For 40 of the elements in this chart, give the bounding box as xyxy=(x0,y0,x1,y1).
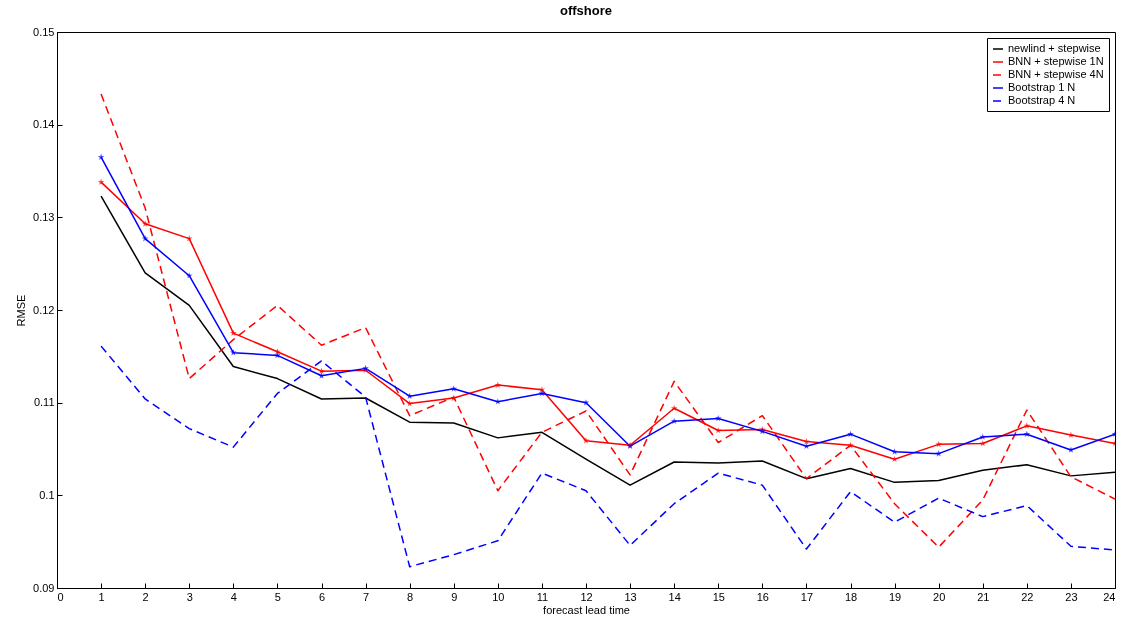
y-axis-title: RMSE xyxy=(15,294,28,327)
x-tick-label: 23 xyxy=(1065,590,1078,603)
x-tick-label: 4 xyxy=(230,590,237,603)
x-tick-label: 9 xyxy=(451,590,458,603)
x-tick-label: 16 xyxy=(756,590,769,603)
x-tick-label: 18 xyxy=(844,590,858,603)
y-tick-label: 0.13 xyxy=(33,210,55,223)
x-tick-label: 3 xyxy=(186,590,193,603)
x-tick-label: 13 xyxy=(624,590,637,603)
y-tick-label: 0.14 xyxy=(33,118,55,131)
x-tick-label: 10 xyxy=(492,590,505,603)
x-tick-label: 0 xyxy=(57,590,64,603)
legend-label: Bootstrap 1 N xyxy=(1008,81,1076,93)
y-tick-label: 0.09 xyxy=(33,581,55,594)
legend-label: BNN + stepwise 4N xyxy=(1008,68,1104,80)
x-tick-label: 24 xyxy=(1103,590,1116,603)
x-tick-label: 7 xyxy=(363,590,370,603)
legend-label: Bootstrap 4 N xyxy=(1008,94,1076,106)
x-tick-label: 12 xyxy=(580,590,593,603)
y-tick-label: 0.12 xyxy=(33,303,55,316)
x-tick-label: 20 xyxy=(933,590,946,603)
x-tick-label: 15 xyxy=(712,590,725,603)
y-tick-label: 0.11 xyxy=(33,396,55,409)
x-tick-label: 6 xyxy=(318,590,326,603)
chart-title: offshore xyxy=(560,3,612,18)
x-tick-label: 14 xyxy=(668,590,681,603)
x-tick-label: 17 xyxy=(800,590,814,603)
x-tick-label: 1 xyxy=(98,590,105,603)
y-tick-label: 0.1 xyxy=(39,488,55,501)
x-tick-label: 22 xyxy=(1021,590,1034,603)
x-tick-label: 2 xyxy=(142,590,149,603)
y-tick-label: 0.15 xyxy=(33,25,55,38)
x-tick-label: 5 xyxy=(274,590,281,603)
x-tick-label: 19 xyxy=(888,590,902,603)
legend-label: BNN + stepwise 1N xyxy=(1008,55,1104,67)
x-tick-label: 21 xyxy=(977,590,990,603)
x-tick-label: 11 xyxy=(536,590,549,603)
x-axis-title: forecast lead time xyxy=(543,603,630,616)
x-tick-label: 8 xyxy=(407,590,414,603)
legend-label: newlind + stepwise xyxy=(1008,42,1101,54)
